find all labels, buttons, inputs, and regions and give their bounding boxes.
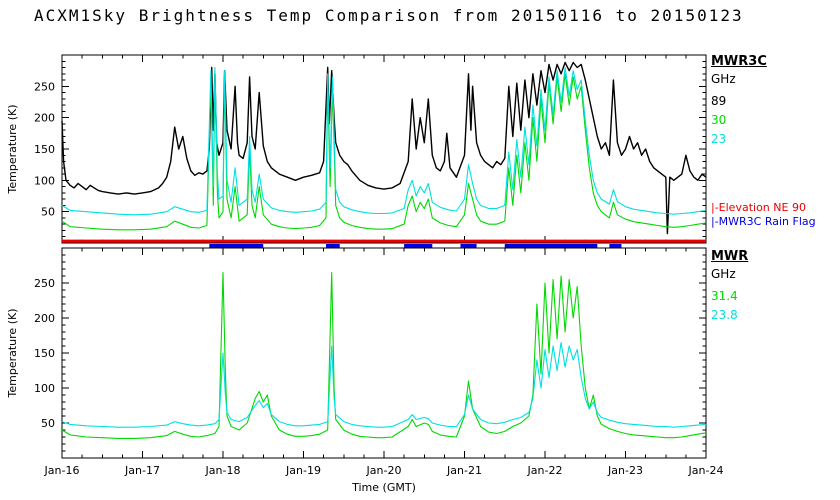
legend-entry-31-4ghz: 31.4	[711, 289, 738, 303]
series-mwr3c-23-ghz	[61, 66, 707, 216]
chart-title: ACXM1Sky Brightness Temp Comparison from…	[34, 6, 744, 25]
rain-flag-mark	[460, 244, 477, 248]
rain-flag-mark	[609, 244, 622, 248]
legend-mwr3c-title: MWR3C	[711, 54, 767, 69]
legend-entry-89ghz: 89	[711, 94, 727, 108]
legend-mwr-title: MWR	[711, 249, 749, 264]
rain-flag-annotation: |-MWR3C Rain Flag	[711, 215, 816, 228]
series-mwr-23.8-ghz	[61, 341, 707, 428]
legend-entry-23ghz: 23	[711, 132, 727, 146]
legend-mwr3c: MWR3C GHz 89 30 23	[711, 54, 837, 151]
legend-entry-30ghz: 30	[711, 113, 727, 127]
x-tick-label: Jan-20	[366, 464, 402, 477]
elevation-flag-annotation: |-Elevation NE 90	[711, 201, 806, 214]
rain-flag-mark	[504, 244, 598, 248]
x-tick-label: Jan-24	[688, 464, 724, 477]
y-tick-label: 150	[34, 347, 55, 360]
y-tick-label: 50	[41, 206, 55, 219]
rain-flag-mark	[404, 244, 433, 248]
x-tick-label: Jan-23	[607, 464, 643, 477]
y-tick-label: 100	[34, 382, 55, 395]
legend-entry-23-8ghz: 23.8	[711, 308, 738, 322]
x-axis-title: Time (GMT)	[351, 481, 416, 494]
y-tick-label: 150	[34, 143, 55, 156]
y-tick-label: 200	[34, 112, 55, 125]
series-mwr-31.4-ghz	[61, 271, 707, 439]
legend-mwr: MWR GHz 31.4 23.8	[711, 249, 837, 327]
legend-mwr3c-unit: GHz	[711, 72, 736, 86]
rain-flag-mark	[209, 244, 264, 248]
series-mwr3c-89-ghz	[61, 61, 707, 235]
y-axis-title: Temperature (K)	[6, 309, 19, 399]
rain-flag-mark	[326, 244, 340, 248]
panel-top: 50 100 150 200 250 Temperature (K)	[6, 54, 707, 248]
x-tick-label: Jan-21	[446, 464, 482, 477]
y-tick-label: 200	[34, 312, 55, 325]
x-tick-label: Jan-22	[527, 464, 563, 477]
y-tick-label: 250	[34, 80, 55, 93]
panel-border	[61, 247, 707, 459]
y-tick-label: 50	[41, 417, 55, 430]
panel-bottom: 50 100 150 200 250 Jan-16 Jan-17 Jan-18 Jan-19 Ja…	[6, 247, 724, 494]
y-tick-label: 100	[34, 174, 55, 187]
x-tick-label: Jan-18	[205, 464, 241, 477]
series-mwr3c-30-ghz	[61, 73, 707, 231]
y-tick-label: 250	[34, 277, 55, 290]
x-tick-label: Jan-19	[285, 464, 321, 477]
y-axis-title: Temperature (K)	[6, 105, 19, 195]
legend-mwr-unit: GHz	[711, 267, 736, 281]
x-tick-label: Jan-16	[44, 464, 80, 477]
x-tick-label: Jan-17	[124, 464, 160, 477]
